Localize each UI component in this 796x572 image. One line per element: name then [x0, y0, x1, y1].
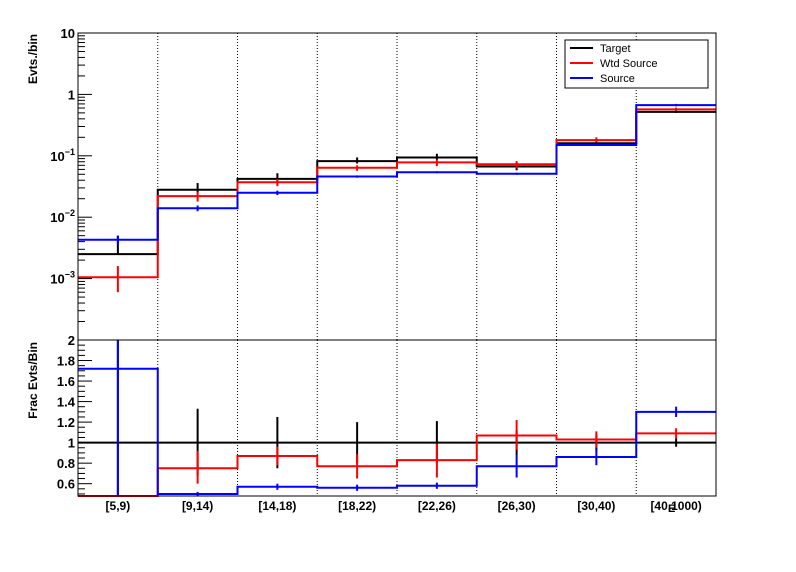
x-tick-label: [30,40)	[577, 499, 615, 513]
y-tick-label: 10	[61, 26, 75, 41]
series-source	[78, 103, 716, 245]
series-source	[78, 340, 716, 496]
legend-label: Target	[600, 43, 631, 55]
ratio-y-axis-label: Frac Evts/Bin	[26, 342, 40, 419]
x-axis-label: E	[668, 503, 675, 515]
y-tick-label: 1.2	[57, 415, 75, 430]
y-tick-label: 2	[68, 333, 75, 348]
y-tick-label: 10−1	[50, 147, 75, 164]
x-tick-label: [26,30)	[498, 499, 536, 513]
x-tick-label: [40,1000)	[650, 499, 701, 513]
top-y-axis-label: Evts./bin	[26, 34, 40, 84]
top-panel-series	[78, 103, 716, 293]
ratio-panel-series	[78, 340, 716, 497]
y-tick-label: 1	[68, 87, 75, 102]
legend: Target Wtd Source Source	[564, 39, 709, 89]
ratio-panel-axes: 0.6 0.8 1 1.2 1.4 1.6 1.8 2	[57, 333, 717, 497]
y-tick-label: 1.4	[57, 395, 76, 410]
y-tick-label: 0.6	[57, 477, 75, 492]
series-wtd-source	[78, 420, 716, 497]
y-tick-label: 10−3	[50, 270, 75, 287]
y-tick-label: 1.8	[57, 354, 75, 369]
y-tick-label: 0.8	[57, 456, 75, 471]
legend-label: Source	[600, 73, 635, 85]
x-tick-label: [14,18)	[258, 499, 296, 513]
ratio-panel-frame	[77, 339, 717, 497]
y-tick-label: 1	[68, 436, 75, 451]
x-tick-labels: [5,9) [9,14) [14,18) [18,22) [22,26) [26,30) […	[106, 499, 702, 513]
y-tick-label: 1.6	[57, 374, 75, 389]
series-wtd-source	[78, 107, 716, 293]
legend-label: Wtd Source	[600, 58, 657, 70]
x-tick-label: [22,26)	[418, 499, 456, 513]
x-tick-label: [9,14)	[182, 499, 213, 513]
y-tick-label: 10−2	[50, 208, 75, 225]
x-tick-label: [18,22)	[338, 499, 376, 513]
x-tick-label: [5,9)	[106, 499, 131, 513]
